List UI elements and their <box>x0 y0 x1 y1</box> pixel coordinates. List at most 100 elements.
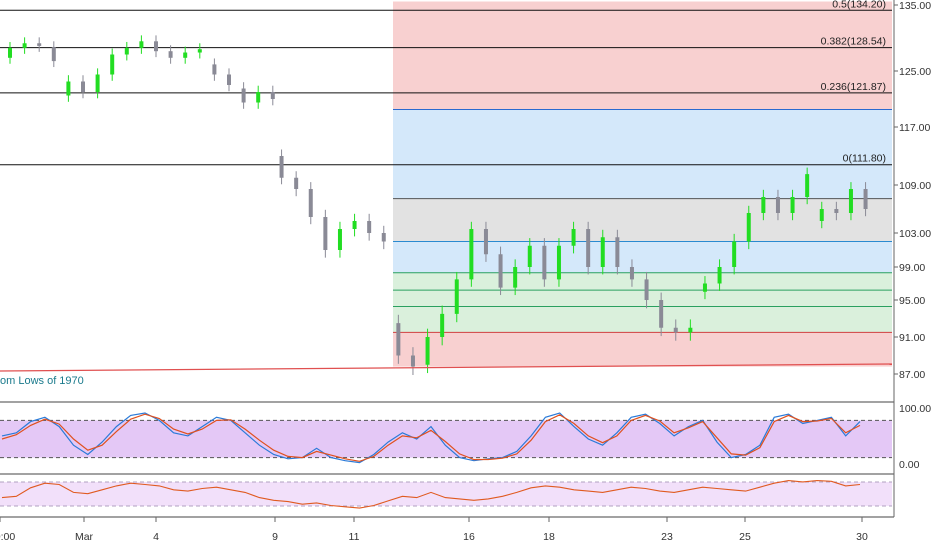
fib-label: 0.236(121.87) <box>821 81 886 93</box>
candle-body <box>571 229 576 246</box>
candle-body <box>688 327 693 333</box>
candle-body <box>270 92 275 99</box>
price-tick-label: 87.00 <box>899 369 925 381</box>
candle-body <box>51 47 56 62</box>
candle-body <box>673 327 678 333</box>
stoch-d-line <box>1 413 861 462</box>
candle-body <box>168 51 173 58</box>
trendline-group <box>0 363 893 372</box>
candle-body <box>834 209 839 213</box>
candle-body <box>197 49 202 53</box>
candle-body <box>746 213 751 242</box>
time-tick-label: Mar <box>75 531 94 543</box>
candle-body <box>367 221 372 233</box>
fib-zone <box>393 272 892 291</box>
candle-body <box>66 81 71 96</box>
candle-body <box>279 156 284 178</box>
candle-body <box>308 189 313 217</box>
stoch-band <box>0 420 892 458</box>
candle-body <box>556 245 561 280</box>
stoch-tick-label: 0.00 <box>899 459 920 471</box>
candle-body <box>702 283 707 292</box>
fib-zone <box>393 109 892 165</box>
price-tick-label: 135.00 <box>899 0 931 12</box>
candle-body <box>8 47 12 58</box>
candle-body <box>256 92 261 103</box>
price-tick-label: 91.00 <box>899 332 925 344</box>
price-tick-label: 99.00 <box>899 262 925 274</box>
candle-body <box>775 197 780 213</box>
candle-body <box>805 174 810 197</box>
fib-zone <box>393 198 892 242</box>
candle-body <box>227 74 231 85</box>
candle-body <box>483 229 488 255</box>
stoch-k-line <box>1 412 861 464</box>
candle-body <box>37 43 42 46</box>
candle-body <box>124 47 129 55</box>
price-axis: 135.00 125.00 117.00 109.00 103.00 99.00 95.00… <box>894 0 931 471</box>
candle-body <box>848 189 853 213</box>
candles <box>8 35 868 375</box>
fib-label: 0.5(134.20) <box>832 0 886 10</box>
candle-body <box>323 217 328 250</box>
fib-label: 0(111.80) <box>843 153 886 165</box>
candle-body <box>761 197 766 213</box>
candle-body <box>469 229 474 280</box>
time-axis: 0:00 Mar 4 9 11 16 18 23 25 30 <box>0 517 868 543</box>
fib-zone <box>393 164 892 199</box>
candle-body <box>600 237 605 267</box>
candle-body <box>644 279 649 300</box>
candle-body <box>440 313 445 337</box>
time-tick-label: 4 <box>153 531 159 543</box>
candle-body <box>241 88 246 103</box>
candle-body <box>95 74 100 92</box>
candle-body <box>454 279 459 314</box>
candle-body <box>790 197 795 213</box>
candle-body <box>352 221 357 229</box>
candle-body <box>615 237 620 267</box>
candle-body <box>863 189 868 209</box>
candle-body <box>183 52 188 58</box>
time-tick-label: 25 <box>739 531 751 543</box>
candle-body <box>154 41 158 52</box>
rsi-pane <box>0 480 892 509</box>
candle-body <box>410 355 415 367</box>
time-tick-label: 11 <box>349 531 360 543</box>
candle-body <box>819 209 824 221</box>
candle-body <box>732 241 737 267</box>
trendline-annotation: om Lows of 1970 <box>0 375 84 387</box>
fib-zone <box>393 1 892 110</box>
time-tick-label: 18 <box>543 531 555 543</box>
candle-body <box>629 267 634 280</box>
candle-body <box>425 337 430 365</box>
fib-zone <box>393 290 892 307</box>
stochastic-pane <box>0 412 892 464</box>
fib-zone <box>393 332 892 367</box>
time-tick-label: 16 <box>463 531 475 543</box>
candle-body <box>294 177 299 189</box>
candle-body <box>527 245 532 267</box>
fib-label: 0.382(128.54) <box>821 36 886 48</box>
fib-levels: 0.5(134.20) 0.382(128.54) 0.236(121.87) 0(1… <box>0 0 892 166</box>
fib-zone <box>393 241 892 273</box>
candle-body <box>513 267 518 288</box>
candle-body <box>717 267 722 284</box>
candle-body <box>381 233 386 242</box>
price-tick-label: 117.00 <box>899 122 930 134</box>
candle-body <box>22 43 27 48</box>
time-tick-label: 23 <box>661 531 673 543</box>
price-tick-label: 95.00 <box>899 295 925 307</box>
rsi-line <box>1 480 861 509</box>
fib-zone <box>393 306 892 333</box>
candle-body <box>110 54 115 75</box>
candle-body <box>81 81 85 92</box>
candle-body <box>396 323 401 356</box>
candle-body <box>212 64 217 75</box>
candle-body <box>542 245 547 280</box>
price-tick-label: 109.00 <box>899 180 931 192</box>
rsi-band <box>0 482 892 506</box>
candle-body <box>337 229 342 250</box>
candle-body <box>586 229 591 267</box>
time-tick-label: 30 <box>856 531 868 543</box>
